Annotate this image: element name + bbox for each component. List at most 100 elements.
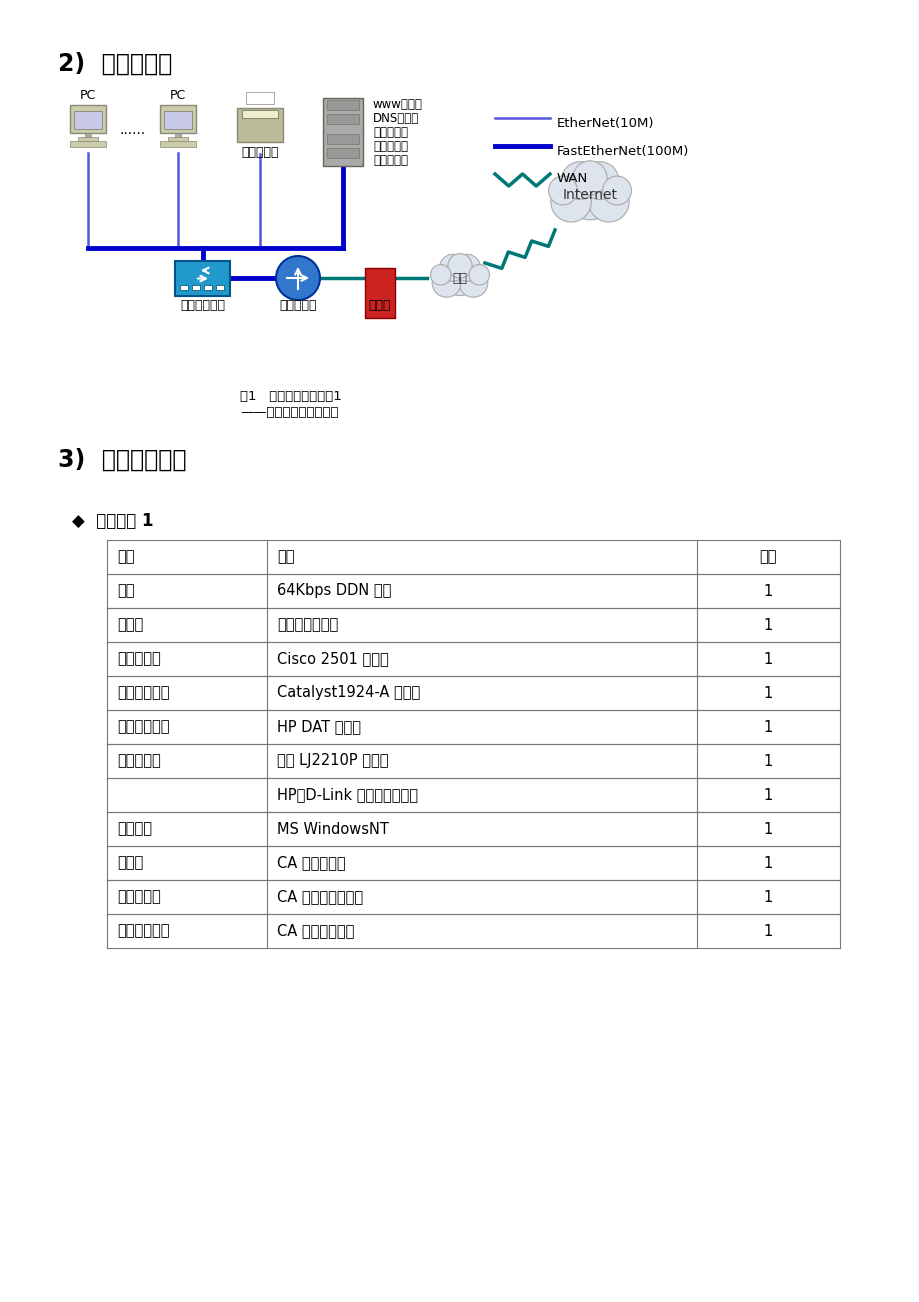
Bar: [107, 642, 839, 676]
Circle shape: [561, 161, 598, 199]
Text: 接入路由器: 接入路由器: [279, 299, 316, 312]
Text: CA 网络防病毒软件: CA 网络防病毒软件: [277, 889, 363, 905]
Bar: [107, 914, 839, 948]
Circle shape: [448, 254, 471, 279]
Text: 3)  推荐平台方案: 3) 推荐平台方案: [58, 448, 187, 473]
Text: 1: 1: [763, 923, 772, 939]
Text: CA 软件防火墙: CA 软件防火墙: [277, 855, 346, 871]
Bar: [107, 779, 839, 812]
Text: 服务器: 服务器: [117, 617, 143, 633]
Bar: [78, 137, 98, 141]
Text: 专线: 专线: [452, 272, 467, 285]
Text: Cisco 2501 路由器: Cisco 2501 路由器: [277, 651, 389, 667]
Bar: [326, 134, 358, 145]
Bar: [180, 285, 188, 290]
Circle shape: [469, 264, 489, 285]
Text: 1: 1: [763, 720, 772, 734]
Text: 功能: 功能: [117, 549, 134, 565]
Circle shape: [430, 264, 450, 285]
Bar: [107, 608, 839, 642]
Text: MS WindowsNT: MS WindowsNT: [277, 822, 389, 836]
Text: 联想万全服务器: 联想万全服务器: [277, 617, 338, 633]
Bar: [326, 100, 358, 109]
Circle shape: [432, 268, 460, 297]
Bar: [237, 108, 283, 142]
Text: DNS服务器: DNS服务器: [372, 112, 419, 125]
Bar: [326, 115, 358, 124]
Bar: [164, 111, 192, 129]
Text: ◆  平台方案 1: ◆ 平台方案 1: [72, 512, 153, 530]
Text: 专线: 专线: [117, 583, 134, 599]
Text: 防火墙: 防火墙: [369, 299, 391, 312]
Bar: [160, 105, 196, 133]
Text: 1: 1: [763, 754, 772, 768]
Text: 1: 1: [763, 583, 772, 599]
Text: 工作组交换机: 工作组交换机: [180, 299, 225, 312]
Bar: [107, 743, 839, 779]
Circle shape: [442, 260, 477, 296]
Circle shape: [276, 256, 320, 299]
Bar: [85, 133, 91, 137]
Text: 1: 1: [763, 855, 772, 871]
Text: 2)  网络方案图: 2) 网络方案图: [58, 52, 172, 76]
Text: ——单网段单服务器方案: ——单网段单服务器方案: [240, 406, 338, 419]
Text: HP、D-Link 网络打印服务器: HP、D-Link 网络打印服务器: [277, 788, 417, 802]
Text: 1: 1: [763, 788, 772, 802]
Bar: [107, 574, 839, 608]
Text: 网络打印机: 网络打印机: [117, 754, 161, 768]
Text: 网络打印机: 网络打印机: [241, 146, 278, 159]
Text: 数据备份软件: 数据备份软件: [117, 923, 169, 939]
Circle shape: [573, 161, 607, 195]
Text: 接入路由器: 接入路由器: [117, 651, 161, 667]
Circle shape: [602, 176, 630, 204]
Text: 1: 1: [763, 822, 772, 836]
Text: EtherNet(10M): EtherNet(10M): [556, 116, 653, 129]
Bar: [192, 285, 200, 290]
Circle shape: [439, 254, 466, 281]
Text: FastEtherNet(100M): FastEtherNet(100M): [556, 145, 688, 158]
Circle shape: [550, 181, 591, 223]
Text: 64Kbps DDN 专线: 64Kbps DDN 专线: [277, 583, 391, 599]
Text: Catalyst1924-A 交换机: Catalyst1924-A 交换机: [277, 685, 420, 700]
Bar: [70, 141, 106, 147]
Bar: [70, 105, 106, 133]
Text: PC: PC: [170, 89, 186, 102]
Text: 应用服务器: 应用服务器: [372, 141, 407, 154]
Bar: [365, 268, 394, 318]
Text: 文件服务器: 文件服务器: [372, 154, 407, 167]
Bar: [175, 133, 181, 137]
Bar: [168, 137, 187, 141]
Circle shape: [588, 181, 629, 223]
Bar: [326, 148, 358, 158]
Text: 数量: 数量: [759, 549, 777, 565]
Text: HP DAT 磁带机: HP DAT 磁带机: [277, 720, 360, 734]
Text: 产品: 产品: [277, 549, 294, 565]
Bar: [160, 141, 196, 147]
Bar: [204, 285, 212, 290]
Text: 1: 1: [763, 889, 772, 905]
Text: 防病毒软件: 防病毒软件: [117, 889, 161, 905]
Text: 防火墙: 防火墙: [117, 855, 143, 871]
Circle shape: [459, 268, 487, 297]
Text: 工作组交换机: 工作组交换机: [117, 685, 169, 700]
Text: 1: 1: [763, 685, 772, 700]
Text: 图1   政府上网网络方案1: 图1 政府上网网络方案1: [240, 391, 341, 404]
Circle shape: [548, 176, 577, 204]
Text: PC: PC: [80, 89, 96, 102]
Bar: [107, 812, 839, 846]
Text: Internet: Internet: [562, 187, 617, 202]
Bar: [107, 880, 839, 914]
Text: 1: 1: [763, 617, 772, 633]
Text: WAN: WAN: [556, 172, 587, 185]
Bar: [176, 260, 231, 296]
Bar: [107, 676, 839, 710]
Bar: [107, 710, 839, 743]
Bar: [245, 92, 274, 104]
Text: CA 数据备份软件: CA 数据备份软件: [277, 923, 354, 939]
Circle shape: [564, 171, 614, 220]
Bar: [107, 846, 839, 880]
Text: 软件平台: 软件平台: [117, 822, 152, 836]
Text: 联想 LJ2210P 打印机: 联想 LJ2210P 打印机: [277, 754, 388, 768]
Bar: [323, 98, 363, 165]
Circle shape: [581, 161, 618, 199]
